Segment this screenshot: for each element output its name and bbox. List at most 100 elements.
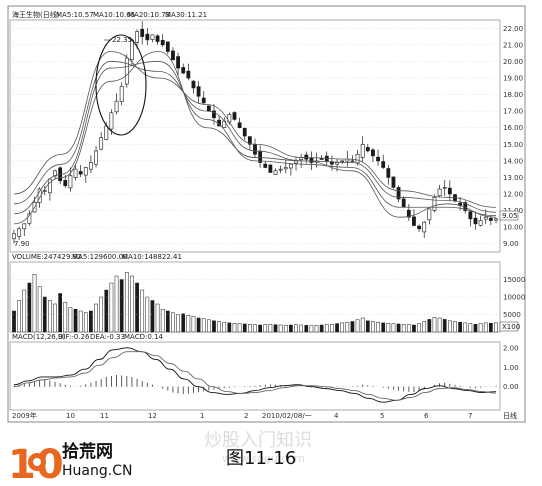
volume-bar xyxy=(155,303,160,333)
candle xyxy=(201,91,206,105)
candle-body xyxy=(160,40,165,46)
volume-bar xyxy=(83,312,88,333)
price-tick-label: 10.00 xyxy=(503,224,523,232)
candle xyxy=(124,54,129,88)
candle-body xyxy=(68,175,73,189)
candle xyxy=(468,210,473,227)
ma-line-2 xyxy=(13,61,497,213)
volume-bars xyxy=(12,272,498,333)
price-legend: 海王生物(日线) MA5:10.57 MA10:10.65 MA20:10.73… xyxy=(12,10,207,19)
candle xyxy=(135,29,139,49)
dif-line xyxy=(13,347,497,403)
candle-body xyxy=(145,33,150,41)
volume-bar xyxy=(422,321,427,333)
volume-bar xyxy=(330,324,334,333)
candle-body xyxy=(401,198,406,208)
ma-line-3 xyxy=(13,51,497,208)
candle xyxy=(94,145,98,168)
site-logo: 10 拾荒网 Huang.CN xyxy=(8,441,132,486)
volume-bar xyxy=(432,317,437,333)
volume-bar xyxy=(406,324,411,333)
candle-body xyxy=(288,163,293,169)
logo-name-cn: 拾荒网 xyxy=(62,441,113,462)
volume-bar xyxy=(22,289,27,333)
volume-bar xyxy=(278,324,283,333)
volume-bar xyxy=(181,313,186,333)
volume-bar xyxy=(263,324,268,333)
volume-bar xyxy=(68,307,73,333)
candle-body xyxy=(186,70,191,79)
x-tick-label: 5 xyxy=(380,412,384,420)
candle xyxy=(89,155,93,174)
price-tick-label: 17.00 xyxy=(503,108,523,116)
candle xyxy=(155,34,160,45)
candle-body xyxy=(201,97,206,104)
candle-body xyxy=(165,41,170,52)
candle-body xyxy=(242,128,247,137)
candle-body xyxy=(263,163,268,168)
candle-body xyxy=(124,57,129,85)
moving-average-lines xyxy=(13,51,497,225)
candle xyxy=(150,34,155,43)
candle xyxy=(17,226,22,240)
volume-tick-label: 10000 xyxy=(503,294,525,302)
volume-bar xyxy=(140,289,145,333)
volume-bar xyxy=(12,310,16,333)
candle xyxy=(181,63,186,75)
volume-bar xyxy=(319,324,324,333)
candle-body xyxy=(114,100,119,113)
price-tick-label: 16.00 xyxy=(503,124,523,132)
candle-body xyxy=(171,50,175,61)
candle-body xyxy=(406,209,411,218)
volume-bar xyxy=(478,323,483,333)
candle-body xyxy=(17,228,22,237)
price-tick-label: 13.00 xyxy=(503,174,523,182)
ma-line-0 xyxy=(13,51,497,225)
candle xyxy=(355,149,360,166)
candle-body xyxy=(350,160,355,162)
candle-body xyxy=(83,167,88,176)
volume-bar xyxy=(32,274,37,333)
candle-body xyxy=(483,216,488,220)
price-pane xyxy=(9,19,501,253)
volume-bar xyxy=(340,322,345,333)
candle-body xyxy=(437,188,442,197)
candle-body xyxy=(227,114,232,123)
candle xyxy=(278,165,283,174)
candle xyxy=(268,164,273,174)
candle-body xyxy=(196,86,201,97)
candle-body xyxy=(212,110,216,119)
price-tick-label: 9.00 xyxy=(503,240,519,248)
watermark-text: 炒股入门知识 xyxy=(204,430,312,451)
candle-body xyxy=(135,31,139,43)
volume-y-axis: 15000 10000 5000 xyxy=(10,276,525,319)
volume-bar xyxy=(391,323,396,333)
volume-bar xyxy=(335,323,339,333)
volume-bar xyxy=(381,322,386,333)
volume-bar xyxy=(294,324,298,333)
volume-bar xyxy=(78,310,83,333)
candle-body xyxy=(335,162,339,165)
price-tick-label: 12.00 xyxy=(503,191,523,199)
candle-body xyxy=(37,188,42,203)
candle-body xyxy=(73,168,78,178)
gear-icon xyxy=(28,453,46,471)
volume-bar xyxy=(130,275,134,333)
volume-bar xyxy=(176,314,180,333)
candle-body xyxy=(494,218,498,221)
legend-ma5: MA5:10.57 xyxy=(56,11,94,19)
last-price-label: 9.05 xyxy=(502,212,518,220)
volume-bar xyxy=(242,323,247,333)
volume-bar xyxy=(124,272,129,333)
volume-bar xyxy=(222,321,227,333)
candle xyxy=(365,144,370,153)
candle xyxy=(371,147,375,163)
macd-tick-label: 0.00 xyxy=(503,383,519,391)
volume-bar xyxy=(58,293,62,333)
price-tick-label: 22.00 xyxy=(503,25,523,33)
volume-bar xyxy=(494,322,498,333)
volume-bar xyxy=(453,321,457,333)
volume-bar xyxy=(48,300,52,333)
candle xyxy=(232,111,237,121)
